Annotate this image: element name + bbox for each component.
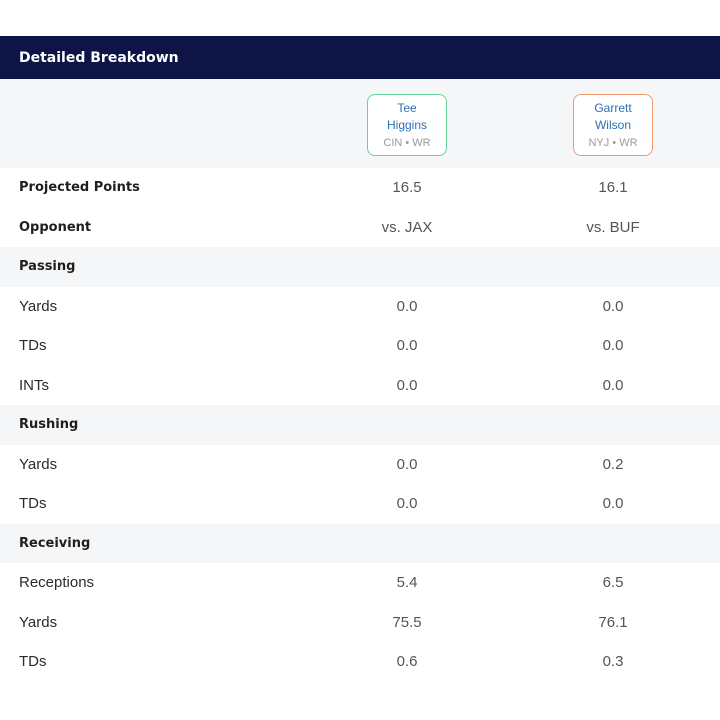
stat-value-player-1: 0.6 (396, 653, 418, 671)
stat-value-player-1: 0.0 (396, 376, 418, 394)
stat-value-player-1: 0.0 (396, 297, 418, 315)
stat-value-player-1: 75.5 (392, 613, 422, 631)
detailed-breakdown-panel: Detailed Breakdown Tee Higgins CIN • WR … (0, 36, 720, 684)
stat-row-opponent: Opponent vs. JAX vs. BUF (0, 208, 720, 248)
section-heading-rushing: Rushing (0, 405, 720, 445)
section-heading: Passing (19, 259, 76, 275)
stat-row-passing-yards: Yards 0.0 0.0 (0, 287, 720, 327)
stat-value-player-1: vs. JAX (381, 218, 433, 236)
stat-value-player-2: 16.1 (598, 179, 628, 197)
stat-value-player-2: 0.0 (602, 376, 624, 394)
player-header-row: Tee Higgins CIN • WR Garrett Wilson NYJ … (0, 79, 720, 168)
panel-header: Detailed Breakdown (0, 36, 720, 79)
stat-value-player-1: 16.5 (392, 179, 422, 197)
section-heading: Rushing (19, 417, 79, 433)
stat-row-projected-points: Projected Points 16.5 16.1 (0, 168, 720, 208)
player-card-tee-higgins[interactable]: Tee Higgins CIN • WR (367, 94, 447, 156)
stat-label: INTs (19, 376, 49, 394)
stat-value-player-2: vs. BUF (586, 218, 640, 236)
player-team-position: NYJ • WR (588, 136, 638, 149)
stat-value-player-2: 0.0 (602, 495, 624, 513)
stat-value-player-1: 0.0 (396, 455, 418, 473)
stat-value-player-2: 0.2 (602, 455, 624, 473)
stat-row-rushing-yards: Yards 0.0 0.2 (0, 445, 720, 485)
stat-row-receptions: Receptions 5.4 6.5 (0, 563, 720, 603)
stat-label: Projected Points (19, 180, 140, 196)
stat-row-receiving-tds: TDs 0.6 0.3 (0, 642, 720, 682)
stat-label: Yards (19, 455, 58, 473)
section-heading-receiving: Receiving (0, 523, 720, 563)
stat-value-player-1: 5.4 (396, 574, 418, 592)
stat-value-player-1: 0.0 (396, 337, 418, 355)
stat-row-passing-tds: TDs 0.0 0.0 (0, 326, 720, 366)
stat-row-passing-ints: INTs 0.0 0.0 (0, 366, 720, 406)
player-team-position: CIN • WR (383, 136, 431, 149)
section-heading: Receiving (19, 535, 91, 551)
stat-value-player-2: 0.0 (602, 297, 624, 315)
stat-label: TDs (19, 337, 47, 355)
stat-value-player-2: 76.1 (598, 613, 628, 631)
stat-label: TDs (19, 653, 47, 671)
player-card-garrett-wilson[interactable]: Garrett Wilson NYJ • WR (573, 94, 653, 156)
stat-label: TDs (19, 495, 47, 513)
stat-value-player-2: 0.3 (602, 653, 624, 671)
stat-value-player-1: 0.0 (396, 495, 418, 513)
stat-row-rushing-tds: TDs 0.0 0.0 (0, 484, 720, 524)
stat-label: Opponent (19, 219, 92, 235)
stat-label: Yards (19, 613, 58, 631)
player-name[interactable]: Garrett Wilson (594, 100, 632, 132)
section-heading-passing: Passing (0, 247, 720, 287)
stat-row-receiving-yards: Yards 75.5 76.1 (0, 603, 720, 643)
panel-title: Detailed Breakdown (19, 49, 179, 66)
stat-value-player-2: 6.5 (602, 574, 624, 592)
stat-label: Receptions (19, 574, 95, 592)
stat-value-player-2: 0.0 (602, 337, 624, 355)
stat-label: Yards (19, 297, 58, 315)
player-name[interactable]: Tee Higgins (386, 100, 428, 132)
